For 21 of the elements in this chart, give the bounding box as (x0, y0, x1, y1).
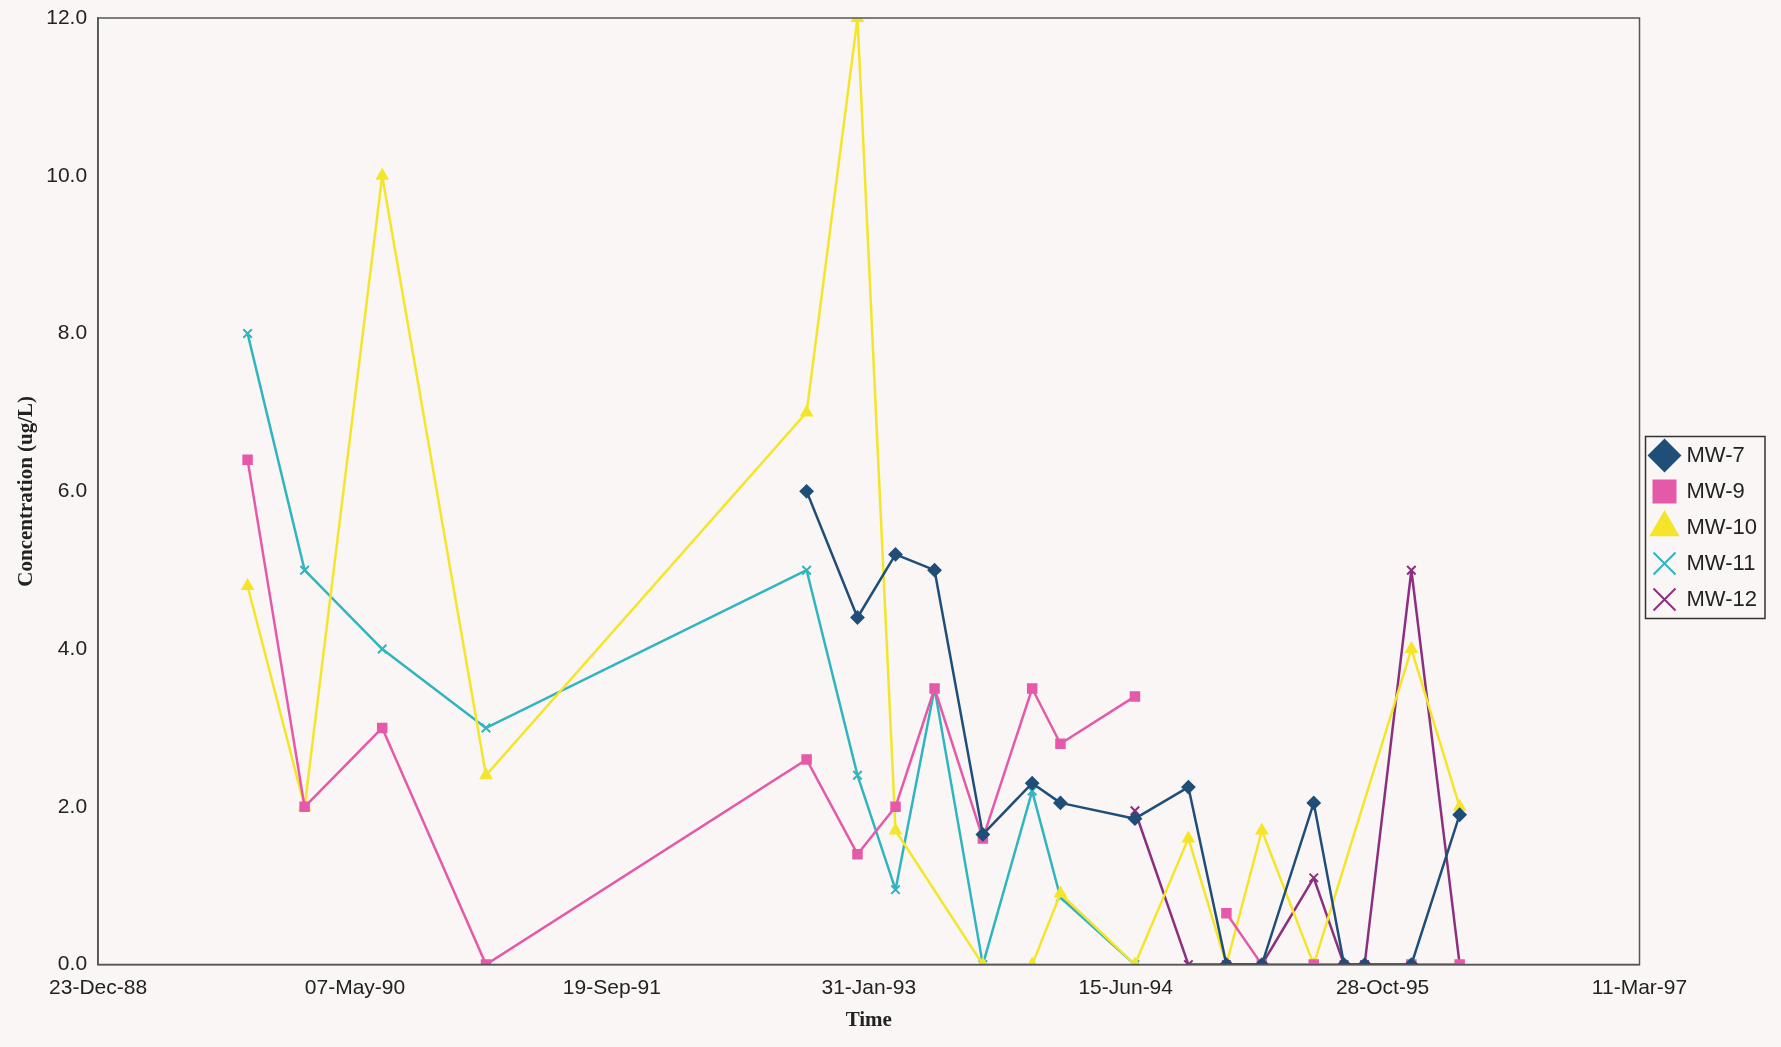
y-tick-label: 10.0 (46, 162, 88, 186)
x-axis-title: Time (845, 1006, 892, 1031)
y-tick-label: 4.0 (57, 635, 88, 659)
x-tick-label: 11-Mar-97 (1591, 975, 1688, 998)
x-tick-label: 07-May-90 (304, 975, 406, 998)
x-tick-label: 31-Jan-93 (821, 975, 917, 998)
legend-label: MW-11 (1686, 549, 1756, 575)
y-tick-label: 6.0 (57, 478, 88, 502)
y-tick-label: 8.0 (57, 320, 88, 344)
x-tick-label: 19-Sep-91 (562, 975, 661, 998)
legend-label: MW-7 (1686, 441, 1745, 467)
legend-label: MW-12 (1686, 585, 1758, 611)
x-tick-label: 15-Jun-94 (1078, 975, 1174, 998)
y-tick-label: 12.0 (46, 4, 88, 28)
y-tick-label: 0.0 (57, 951, 88, 975)
x-tick-label: 23-Dec-88 (49, 975, 148, 998)
y-axis-title: Concentration (ug/L) (13, 395, 38, 587)
legend-label: MW-10 (1686, 513, 1758, 539)
y-tick-label: 2.0 (57, 793, 88, 817)
legend-label: MW-9 (1686, 477, 1745, 503)
x-tick-label: 28-Oct-95 (1335, 975, 1430, 998)
